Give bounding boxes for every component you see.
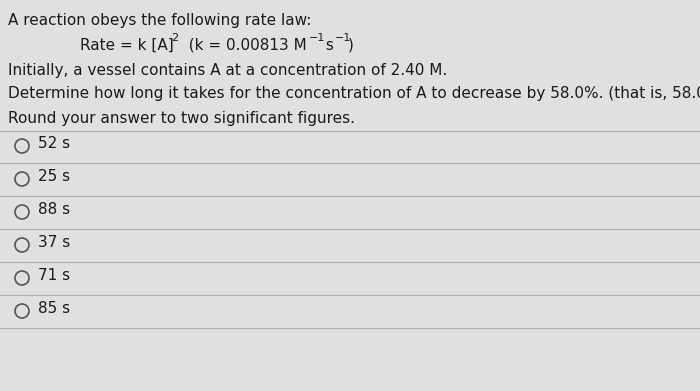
Text: Determine how long it takes for the concentration of A to decrease by 58.0%. (th: Determine how long it takes for the conc… bbox=[8, 86, 700, 101]
Text: 85 s: 85 s bbox=[38, 301, 70, 316]
Text: 71 s: 71 s bbox=[38, 268, 70, 283]
Text: 37 s: 37 s bbox=[38, 235, 70, 250]
Text: −1: −1 bbox=[335, 33, 351, 43]
Text: 25 s: 25 s bbox=[38, 169, 70, 184]
Text: Initially, a vessel contains A at a concentration of 2.40 M.: Initially, a vessel contains A at a conc… bbox=[8, 63, 447, 78]
Text: (k = 0.00813 M: (k = 0.00813 M bbox=[179, 38, 307, 53]
Text: Round your answer to two significant figures.: Round your answer to two significant fig… bbox=[8, 111, 355, 126]
Text: s: s bbox=[321, 38, 334, 53]
Text: ): ) bbox=[348, 38, 354, 53]
Text: 2: 2 bbox=[171, 33, 178, 43]
Text: Rate = k [A]: Rate = k [A] bbox=[80, 38, 174, 53]
Text: 52 s: 52 s bbox=[38, 136, 70, 151]
Text: −1: −1 bbox=[309, 33, 326, 43]
Text: 88 s: 88 s bbox=[38, 202, 70, 217]
Text: A reaction obeys the following rate law:: A reaction obeys the following rate law: bbox=[8, 13, 312, 28]
